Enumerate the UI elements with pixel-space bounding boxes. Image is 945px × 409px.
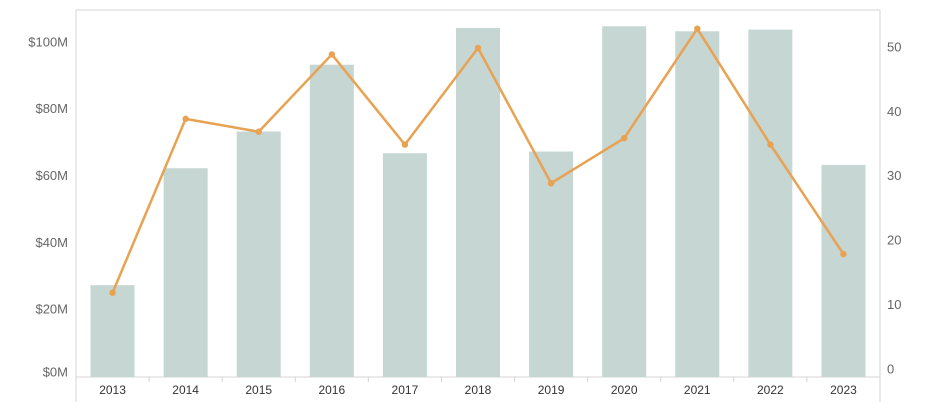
bar-2021 xyxy=(675,31,720,378)
right-tick-label: 50 xyxy=(887,39,901,54)
left-tick-label: $40M xyxy=(35,235,68,250)
right-tick-label: 10 xyxy=(887,297,901,312)
left-tick-label: $80M xyxy=(35,101,68,116)
line-point-2021 xyxy=(694,25,701,32)
x-tick-label: 2019 xyxy=(538,383,565,397)
left-tick-label: $60M xyxy=(35,168,68,183)
line-point-2017 xyxy=(401,141,409,148)
x-tick-label: 2015 xyxy=(245,383,272,397)
line-point-2018 xyxy=(474,44,482,52)
line-point-2019 xyxy=(547,180,555,187)
right-tick-label: 30 xyxy=(887,168,901,183)
bar-2022 xyxy=(748,29,793,377)
right-tick-label: 20 xyxy=(887,233,901,248)
bar-2015 xyxy=(236,131,281,377)
x-tick-label: 2013 xyxy=(99,383,126,397)
x-tick-label: 2023 xyxy=(830,383,857,397)
left-tick-label: $100M xyxy=(28,34,68,49)
x-tick-label: 2021 xyxy=(684,383,711,397)
bar-2014 xyxy=(163,168,208,377)
line-point-2023 xyxy=(840,250,847,258)
bar-2023 xyxy=(821,164,866,377)
line-point-2020 xyxy=(620,134,628,142)
left-axis: $0M $20M $40M $60M $80M $100M xyxy=(28,34,68,379)
bar-2018 xyxy=(456,27,500,377)
bar-2019 xyxy=(529,151,574,377)
bar-2013 xyxy=(90,285,135,377)
bar-series xyxy=(90,26,866,378)
bar-2016 xyxy=(309,64,354,378)
x-tick-label: 2018 xyxy=(465,383,492,397)
line-point-2022 xyxy=(767,141,774,148)
left-tick-label: $20M xyxy=(35,302,68,317)
line-series xyxy=(109,25,847,296)
right-tick-label: 0 xyxy=(887,361,894,376)
x-tick-label: 2020 xyxy=(611,383,638,397)
x-tick-label: 2016 xyxy=(318,383,345,397)
x-tick-label: 2014 xyxy=(172,383,199,397)
line-point-2016 xyxy=(328,51,336,58)
x-tick-label: 2022 xyxy=(757,383,784,397)
bar-2020 xyxy=(602,26,647,378)
line-point-2014 xyxy=(182,115,189,123)
x-tick-label: 2017 xyxy=(392,383,419,397)
right-axis: 0 10 20 30 40 50 xyxy=(887,39,901,376)
bar-2017 xyxy=(382,153,427,377)
left-tick-label: $0M xyxy=(43,364,68,379)
right-tick-label: 40 xyxy=(887,104,901,119)
line-point-2013 xyxy=(109,289,116,296)
line-point-2015 xyxy=(255,128,262,135)
x-axis: 2013 2014 2015 2016 2017 2018 2019 2020 2021 2022… xyxy=(99,383,857,397)
